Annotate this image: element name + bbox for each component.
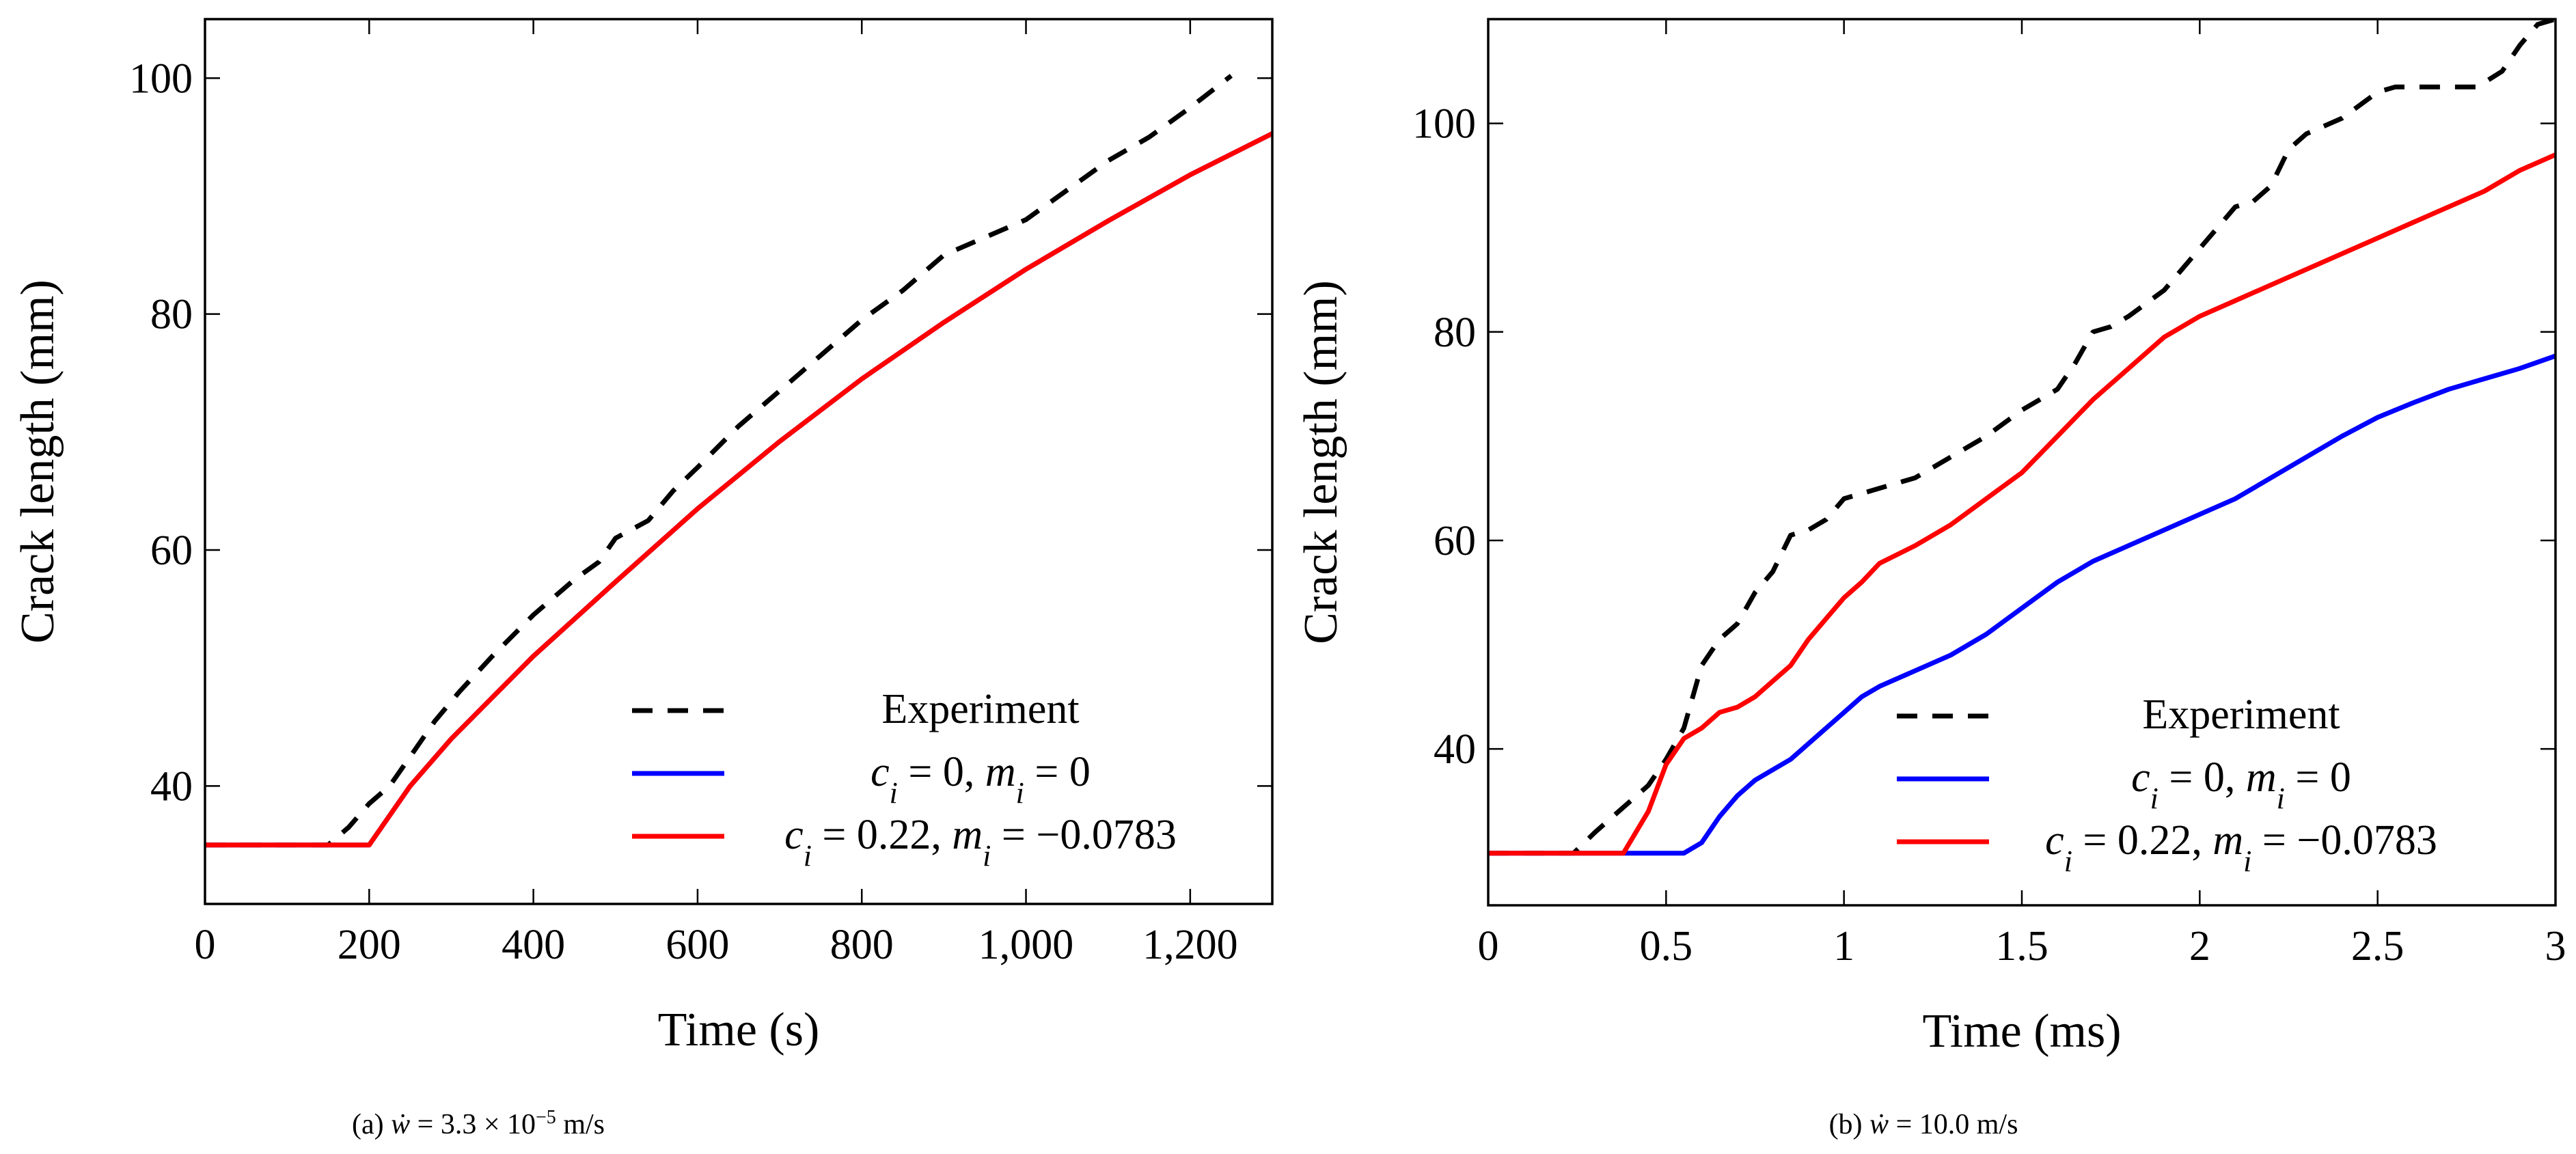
legend-m: m <box>985 749 1016 795</box>
chart-a-legend-label-0: Experiment <box>881 686 1079 732</box>
chart-b: 0 0.5 1 1.5 2 2.5 3 40 60 80 100 Time (ms) Crack len… <box>1295 18 2566 1058</box>
legend-eq2: = −0.0783 <box>2251 817 2437 864</box>
caption-a-prefix: (a) <box>352 1109 392 1140</box>
chart-a-ytick-label: 60 <box>150 527 193 574</box>
chart-a-ytick-label: 40 <box>150 763 193 810</box>
legend-m-sub: i <box>2243 844 2251 878</box>
legend-c: c <box>2131 754 2150 801</box>
legend-m-sub: i <box>1016 776 1024 810</box>
legend-m: m <box>2246 754 2277 801</box>
legend-c: c <box>784 812 804 858</box>
legend-m: m <box>2212 817 2243 864</box>
caption-b-prefix: (b) <box>1828 1109 1870 1140</box>
legend-c: c <box>2045 817 2064 864</box>
chart-b-ytick-label: 80 <box>1434 310 1476 356</box>
caption-b: (b) ẇ = 10.0 m/s <box>1718 1107 2128 1141</box>
chart-a-xtick-label: 1,000 <box>978 922 1074 968</box>
chart-b-xtick-label: 0 <box>1478 923 1499 970</box>
legend-eq1: = 0.22, <box>812 812 952 858</box>
chart-b-legend-label-1: ci = 0, mi = 0 <box>2131 754 2351 815</box>
chart-a: 0 200 400 600 800 1,000 1,200 40 60 80 100 Time (s)… <box>12 18 1274 1056</box>
chart-b-frame <box>1487 18 2557 907</box>
caption-b-eq: = 10.0 m/s <box>1889 1109 2018 1140</box>
chart-b-legend-label-2: ci = 0.22, mi = −0.0783 <box>2045 817 2437 878</box>
chart-a-series-0 <box>205 74 1233 848</box>
chart-b-ytick-label: 60 <box>1434 518 1476 564</box>
legend-eq2: = −0.0783 <box>991 812 1176 858</box>
legend-eq2: = 0 <box>1024 749 1091 795</box>
chart-a-frame <box>204 18 1274 905</box>
legend-eq1: = 0, <box>898 749 985 795</box>
caption-a: (a) ẇ = 3.3 × 10−5 m/s <box>273 1107 683 1141</box>
caption-a-exp: −5 <box>536 1107 556 1128</box>
chart-b-xtick-label: 2.5 <box>2351 923 2404 970</box>
chart-a-xtick-label: 0 <box>195 922 216 968</box>
chart-b-xlabel: Time (ms) <box>1922 1005 2121 1058</box>
legend-c-sub: i <box>2150 782 2159 815</box>
chart-a-xtick-label: 800 <box>830 922 894 968</box>
chart-a-xlabel: Time (s) <box>658 1004 820 1056</box>
chart-b-xtick-label: 3 <box>2545 923 2566 970</box>
legend-c-sub: i <box>890 776 898 810</box>
caption-b-var: ẇ <box>1869 1109 1889 1140</box>
legend-eq2: = 0 <box>2285 754 2351 801</box>
chart-b-xtick-label: 1.5 <box>1995 923 2049 970</box>
chart-a-xtick-label: 400 <box>502 922 565 968</box>
legend-c-sub: i <box>804 839 812 873</box>
legend-m-sub: i <box>2277 782 2285 815</box>
chart-a-legend-label-1: ci = 0, mi = 0 <box>871 749 1091 810</box>
chart-b-xtick-label: 1 <box>1833 923 1854 970</box>
chart-a-ytick-label: 80 <box>150 292 193 338</box>
legend-c-sub: i <box>2064 844 2072 878</box>
chart-b-xtick-label: 2 <box>2189 923 2210 970</box>
caption-a-var: ẇ <box>391 1109 411 1140</box>
legend-m: m <box>952 812 983 858</box>
chart-b-legend-label-0: Experiment <box>2142 691 2340 738</box>
chart-a-xtick-label: 200 <box>338 922 401 968</box>
chart-a-ylabel: Crack length (mm) <box>12 279 64 644</box>
legend-c: c <box>871 749 890 795</box>
chart-a-series-2 <box>205 131 1272 848</box>
chart-a-legend-label-2: ci = 0.22, mi = −0.0783 <box>784 812 1177 873</box>
chart-b-series-0 <box>1488 19 2556 856</box>
chart-b-ytick-label: 40 <box>1434 726 1476 773</box>
chart-b-ylabel: Crack length (mm) <box>1295 280 1347 644</box>
chart-a-ytick-label: 100 <box>129 55 193 102</box>
chart-a-xtick-label: 1,200 <box>1142 922 1238 968</box>
chart-b-series-2 <box>1488 152 2556 856</box>
legend-m-sub: i <box>983 839 991 873</box>
chart-a-series-1 <box>205 131 1272 848</box>
caption-a-unit: m/s <box>556 1109 605 1140</box>
caption-a-eq: = 3.3 × 10 <box>410 1109 536 1140</box>
chart-b-xtick-label: 0.5 <box>1640 923 1693 970</box>
chart-a-xtick-label: 600 <box>666 922 729 968</box>
chart-b-ytick-label: 100 <box>1412 101 1476 148</box>
legend-eq1: = 0, <box>2159 754 2246 801</box>
chart-b-series-1 <box>1488 353 2556 856</box>
legend-eq1: = 0.22, <box>2072 817 2212 864</box>
